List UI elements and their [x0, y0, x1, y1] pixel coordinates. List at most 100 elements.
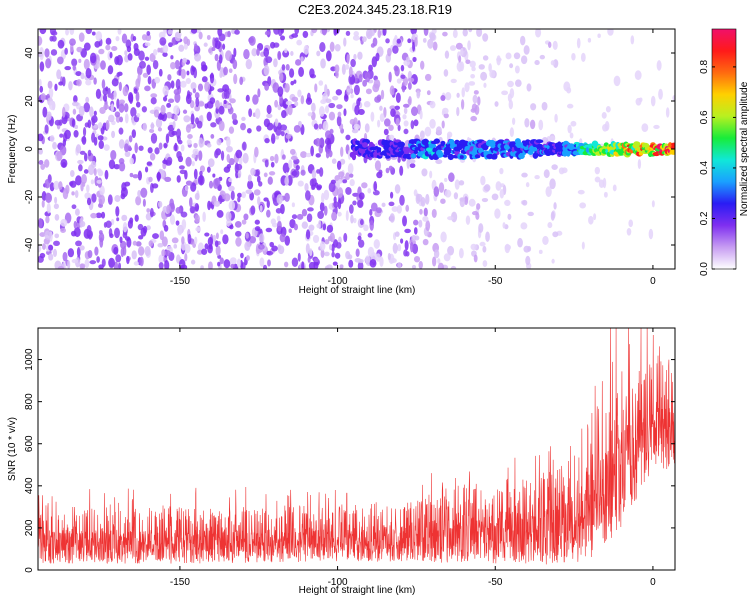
- noise-speckle: [158, 142, 163, 150]
- noise-speckle: [388, 134, 395, 141]
- noise-speckle: [296, 39, 303, 46]
- noise-speckle: [319, 201, 325, 212]
- noise-speckle: [40, 93, 46, 101]
- noise-speckle: [270, 218, 277, 225]
- noise-speckle: [334, 64, 340, 74]
- noise-speckle: [246, 128, 252, 134]
- noise-speckle: [105, 86, 109, 92]
- noise-speckle: [128, 93, 134, 104]
- noise-speckle: [75, 71, 82, 77]
- noise-speckle: [392, 242, 398, 254]
- noise-speckle: [121, 214, 128, 221]
- noise-speckle: [456, 106, 460, 117]
- signal-blob: [490, 143, 497, 149]
- noise-speckle: [173, 114, 178, 122]
- noise-speckle: [458, 248, 464, 259]
- noise-speckle: [313, 123, 319, 130]
- noise-speckle: [228, 68, 233, 74]
- noise-speckle: [391, 206, 399, 212]
- noise-speckle: [245, 58, 253, 70]
- noise-speckle: [75, 144, 82, 154]
- noise-speckle: [363, 101, 371, 108]
- noise-speckle: [607, 29, 614, 36]
- noise-speckle: [118, 262, 122, 269]
- noise-speckle: [280, 35, 286, 41]
- noise-speckle: [115, 206, 120, 217]
- noise-speckle: [479, 241, 486, 247]
- noise-speckle: [509, 88, 515, 99]
- noise-speckle: [350, 214, 354, 224]
- noise-speckle: [162, 52, 168, 57]
- noise-speckle: [164, 260, 170, 269]
- noise-speckle: [294, 101, 299, 107]
- noise-speckle: [235, 149, 243, 159]
- spectrogram-y-label: Frequency (Hz): [7, 115, 18, 184]
- noise-speckle: [542, 235, 549, 245]
- noise-speckle: [179, 169, 187, 175]
- noise-speckle: [193, 142, 198, 149]
- noise-speckle: [265, 56, 273, 64]
- noise-speckle: [79, 245, 85, 251]
- noise-speckle: [199, 174, 203, 185]
- noise-speckle: [325, 151, 330, 159]
- noise-speckle: [216, 210, 224, 218]
- noise-speckle: [238, 156, 243, 166]
- noise-speckle: [453, 192, 459, 200]
- noise-speckle: [395, 117, 400, 127]
- noise-speckle: [441, 120, 445, 129]
- noise-speckle: [120, 193, 126, 200]
- noise-speckle: [541, 136, 549, 145]
- noise-speckle: [425, 220, 431, 232]
- noise-speckle: [264, 30, 271, 36]
- noise-speckle: [316, 184, 323, 190]
- noise-speckle: [374, 96, 381, 103]
- noise-speckle: [48, 253, 54, 261]
- noise-speckle: [342, 179, 348, 184]
- noise-speckle: [72, 64, 76, 71]
- noise-speckle: [509, 127, 514, 138]
- noise-speckle: [507, 80, 514, 88]
- noise-speckle: [201, 248, 208, 256]
- noise-speckle: [345, 172, 351, 180]
- noise-speckle: [357, 51, 363, 60]
- noise-speckle: [91, 132, 96, 143]
- noise-speckle: [504, 243, 511, 254]
- noise-speckle: [263, 172, 268, 178]
- noise-speckle: [243, 49, 250, 60]
- noise-speckle: [456, 92, 460, 98]
- noise-speckle: [345, 187, 352, 195]
- noise-speckle: [465, 59, 471, 65]
- noise-speckle: [367, 232, 373, 238]
- noise-speckle: [218, 33, 226, 42]
- y-tick-label: -20: [24, 189, 35, 204]
- noise-speckle: [103, 144, 110, 151]
- noise-speckle: [167, 74, 172, 81]
- noise-speckle: [171, 237, 179, 244]
- noise-speckle: [523, 245, 531, 253]
- noise-speckle: [197, 101, 205, 107]
- noise-speckle: [637, 158, 642, 170]
- noise-speckle: [134, 214, 139, 222]
- noise-speckle: [82, 126, 87, 137]
- noise-speckle: [249, 191, 255, 201]
- noise-speckle: [237, 169, 242, 179]
- noise-speckle: [308, 261, 316, 269]
- noise-speckle: [442, 107, 449, 115]
- noise-speckle: [426, 90, 431, 96]
- noise-speckle: [201, 64, 208, 72]
- noise-speckle: [331, 158, 337, 164]
- noise-speckle: [79, 217, 84, 228]
- noise-speckle: [271, 245, 278, 252]
- noise-speckle: [440, 231, 447, 243]
- noise-speckle: [245, 189, 253, 194]
- noise-speckle: [228, 126, 235, 134]
- noise-speckle: [182, 57, 188, 64]
- noise-speckle: [109, 233, 114, 239]
- noise-speckle: [102, 122, 107, 131]
- noise-speckle: [95, 88, 102, 99]
- noise-speckle: [147, 75, 152, 85]
- noise-speckle: [304, 183, 309, 192]
- noise-speckle: [225, 211, 232, 222]
- noise-speckle: [129, 157, 134, 165]
- noise-speckle: [352, 35, 360, 41]
